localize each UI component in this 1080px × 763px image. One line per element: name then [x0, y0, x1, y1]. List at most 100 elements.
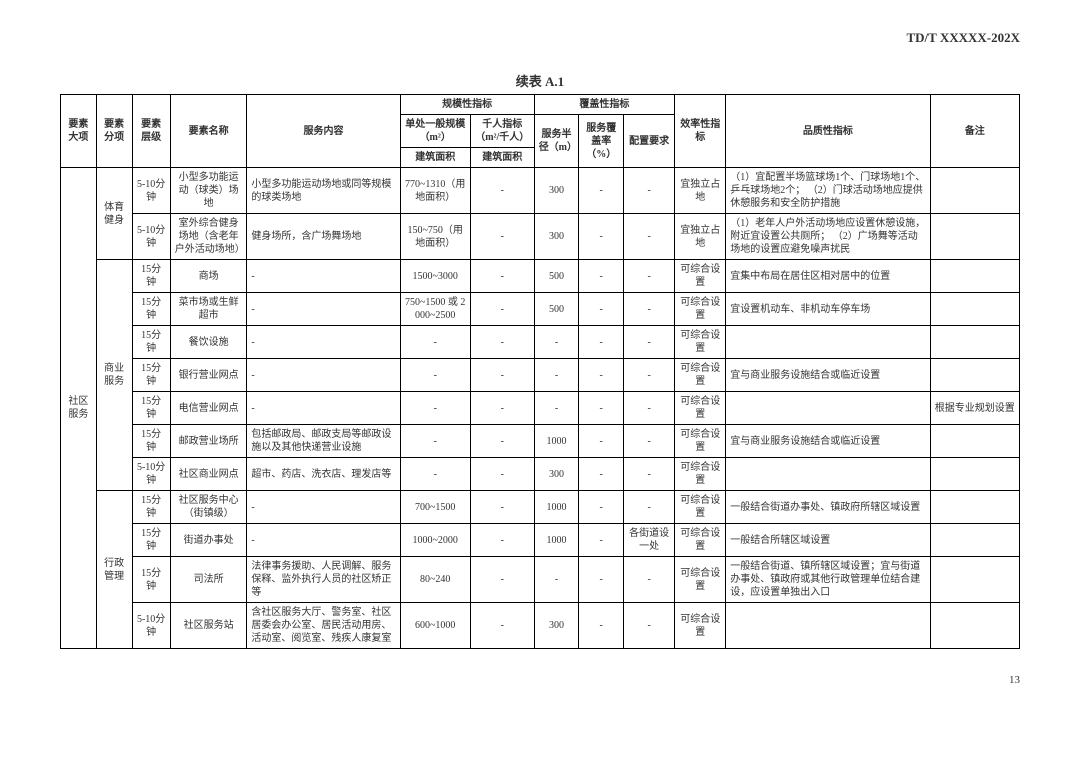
cell-cover: -	[579, 524, 624, 557]
cell-level: 15分钟	[132, 392, 170, 425]
th-content: 服务内容	[247, 95, 400, 168]
cell-cover: -	[579, 603, 624, 649]
cell-config: -	[624, 491, 675, 524]
cell-content: -	[247, 359, 400, 392]
cell-eff: 可综合设置	[675, 603, 726, 649]
table-row: 5-10分钟室外综合健身场地（含老年户外活动场地）健身场所，含广场舞场地150~…	[61, 214, 1020, 260]
cell-scale: 770~1310（用地面积）	[400, 168, 470, 214]
cell-config: 各街道设一处	[624, 524, 675, 557]
cell-note	[930, 458, 1019, 491]
cell-sub: 体育健身	[96, 168, 132, 260]
cell-cover: -	[579, 557, 624, 603]
table-row: 15分钟邮政营业场所包括邮政局、邮政支局等邮政设施以及其他快递营业设施--100…	[61, 425, 1020, 458]
cell-thousand: -	[470, 557, 534, 603]
th-quality: 品质性指标	[726, 95, 930, 168]
cell-cover: -	[579, 359, 624, 392]
cell-config: -	[624, 168, 675, 214]
cell-note	[930, 425, 1019, 458]
cell-thousand: -	[470, 603, 534, 649]
cell-level: 5-10分钟	[132, 168, 170, 214]
page-number: 13	[60, 674, 1020, 686]
th-scale: 单处一般规模（m²）	[400, 115, 470, 148]
cell-cover: -	[579, 458, 624, 491]
cell-name: 社区服务中心（街镇级）	[170, 491, 247, 524]
cell-quality: 宜与商业服务设施结合或临近设置	[726, 359, 930, 392]
cell-content: -	[247, 524, 400, 557]
th-config: 配置要求	[624, 115, 675, 168]
cell-config: -	[624, 359, 675, 392]
th-coverage-group: 覆盖性指标	[534, 95, 674, 115]
cell-content: -	[247, 293, 400, 326]
cell-note	[930, 168, 1019, 214]
cell-radius: 1000	[534, 524, 579, 557]
table-row: 15分钟餐饮设施------可综合设置	[61, 326, 1020, 359]
cell-eff: 可综合设置	[675, 293, 726, 326]
cell-thousand: -	[470, 524, 534, 557]
cell-thousand: -	[470, 260, 534, 293]
cell-name: 司法所	[170, 557, 247, 603]
cell-quality	[726, 458, 930, 491]
cell-level: 5-10分钟	[132, 603, 170, 649]
cell-name: 银行营业网点	[170, 359, 247, 392]
cell-name: 餐饮设施	[170, 326, 247, 359]
cell-note	[930, 359, 1019, 392]
cell-radius: -	[534, 557, 579, 603]
doc-code: TD/T XXXXX-202X	[60, 30, 1020, 46]
cell-name: 菜市场或生鲜超市	[170, 293, 247, 326]
cell-quality: 宜设置机动车、非机动车停车场	[726, 293, 930, 326]
cell-radius: 300	[534, 603, 579, 649]
cell-name: 室外综合健身场地（含老年户外活动场地）	[170, 214, 247, 260]
cell-name: 小型多功能运动（球类）场地	[170, 168, 247, 214]
th-note: 备注	[930, 95, 1019, 168]
table-row: 15分钟司法所法律事务援助、人民调解、服务保释、监外执行人员的社区矫正等80~2…	[61, 557, 1020, 603]
cell-thousand: -	[470, 392, 534, 425]
table-row: 商业服务15分钟商场-1500~3000-500--可综合设置宜集中布局在居住区…	[61, 260, 1020, 293]
cell-quality	[726, 603, 930, 649]
table-row: 5-10分钟社区服务站含社区服务大厅、警务室、社区居委会办公室、居民活动用房、活…	[61, 603, 1020, 649]
th-sub: 要素分项	[96, 95, 132, 168]
cell-scale: 600~1000	[400, 603, 470, 649]
cell-name: 邮政营业场所	[170, 425, 247, 458]
cell-note	[930, 326, 1019, 359]
th-build-area2: 建筑面积	[470, 148, 534, 168]
cell-scale: -	[400, 458, 470, 491]
cell-config: -	[624, 458, 675, 491]
cell-level: 5-10分钟	[132, 214, 170, 260]
cell-scale: 1500~3000	[400, 260, 470, 293]
cell-content: 小型多功能运动场地或同等规模的球类场地	[247, 168, 400, 214]
cell-thousand: -	[470, 293, 534, 326]
th-thousand: 千人指标（m²/千人）	[470, 115, 534, 148]
cell-thousand: -	[470, 214, 534, 260]
th-name: 要素名称	[170, 95, 247, 168]
table-header: 要素大项 要素分项 要素层级 要素名称 服务内容 规模性指标 覆盖性指标 效率性…	[61, 95, 1020, 168]
cell-quality: （1）宜配置半场篮球场1个、门球场地1个、乒乓球场地2个； （2）门球活动场地应…	[726, 168, 930, 214]
th-major: 要素大项	[61, 95, 97, 168]
cell-radius: 300	[534, 214, 579, 260]
cell-cover: -	[579, 214, 624, 260]
table-row: 15分钟菜市场或生鲜超市-750~1500 或 2000~2500-500--可…	[61, 293, 1020, 326]
cell-quality: 宜集中布局在居住区相对居中的位置	[726, 260, 930, 293]
table-title: 续表 A.1	[60, 71, 1020, 90]
cell-thousand: -	[470, 425, 534, 458]
cell-level: 15分钟	[132, 260, 170, 293]
cell-cover: -	[579, 326, 624, 359]
cell-config: -	[624, 293, 675, 326]
cell-radius: 1000	[534, 425, 579, 458]
cell-name: 电信营业网点	[170, 392, 247, 425]
table-row: 15分钟街道办事处-1000~2000-1000-各街道设一处可综合设置一般结合…	[61, 524, 1020, 557]
cell-content: -	[247, 392, 400, 425]
cell-scale: -	[400, 326, 470, 359]
cell-config: -	[624, 260, 675, 293]
cell-sub: 行政管理	[96, 491, 132, 649]
cell-eff: 可综合设置	[675, 557, 726, 603]
cell-eff: 宜独立占地	[675, 168, 726, 214]
table-row: 15分钟电信营业网点------可综合设置根据专业规划设置	[61, 392, 1020, 425]
cell-thousand: -	[470, 491, 534, 524]
cell-content: -	[247, 260, 400, 293]
cell-content: 超市、药店、洗衣店、理发店等	[247, 458, 400, 491]
th-eff: 效率性指标	[675, 95, 726, 168]
cell-thousand: -	[470, 168, 534, 214]
cell-eff: 可综合设置	[675, 524, 726, 557]
cell-eff: 宜独立占地	[675, 214, 726, 260]
cell-note: 根据专业规划设置	[930, 392, 1019, 425]
